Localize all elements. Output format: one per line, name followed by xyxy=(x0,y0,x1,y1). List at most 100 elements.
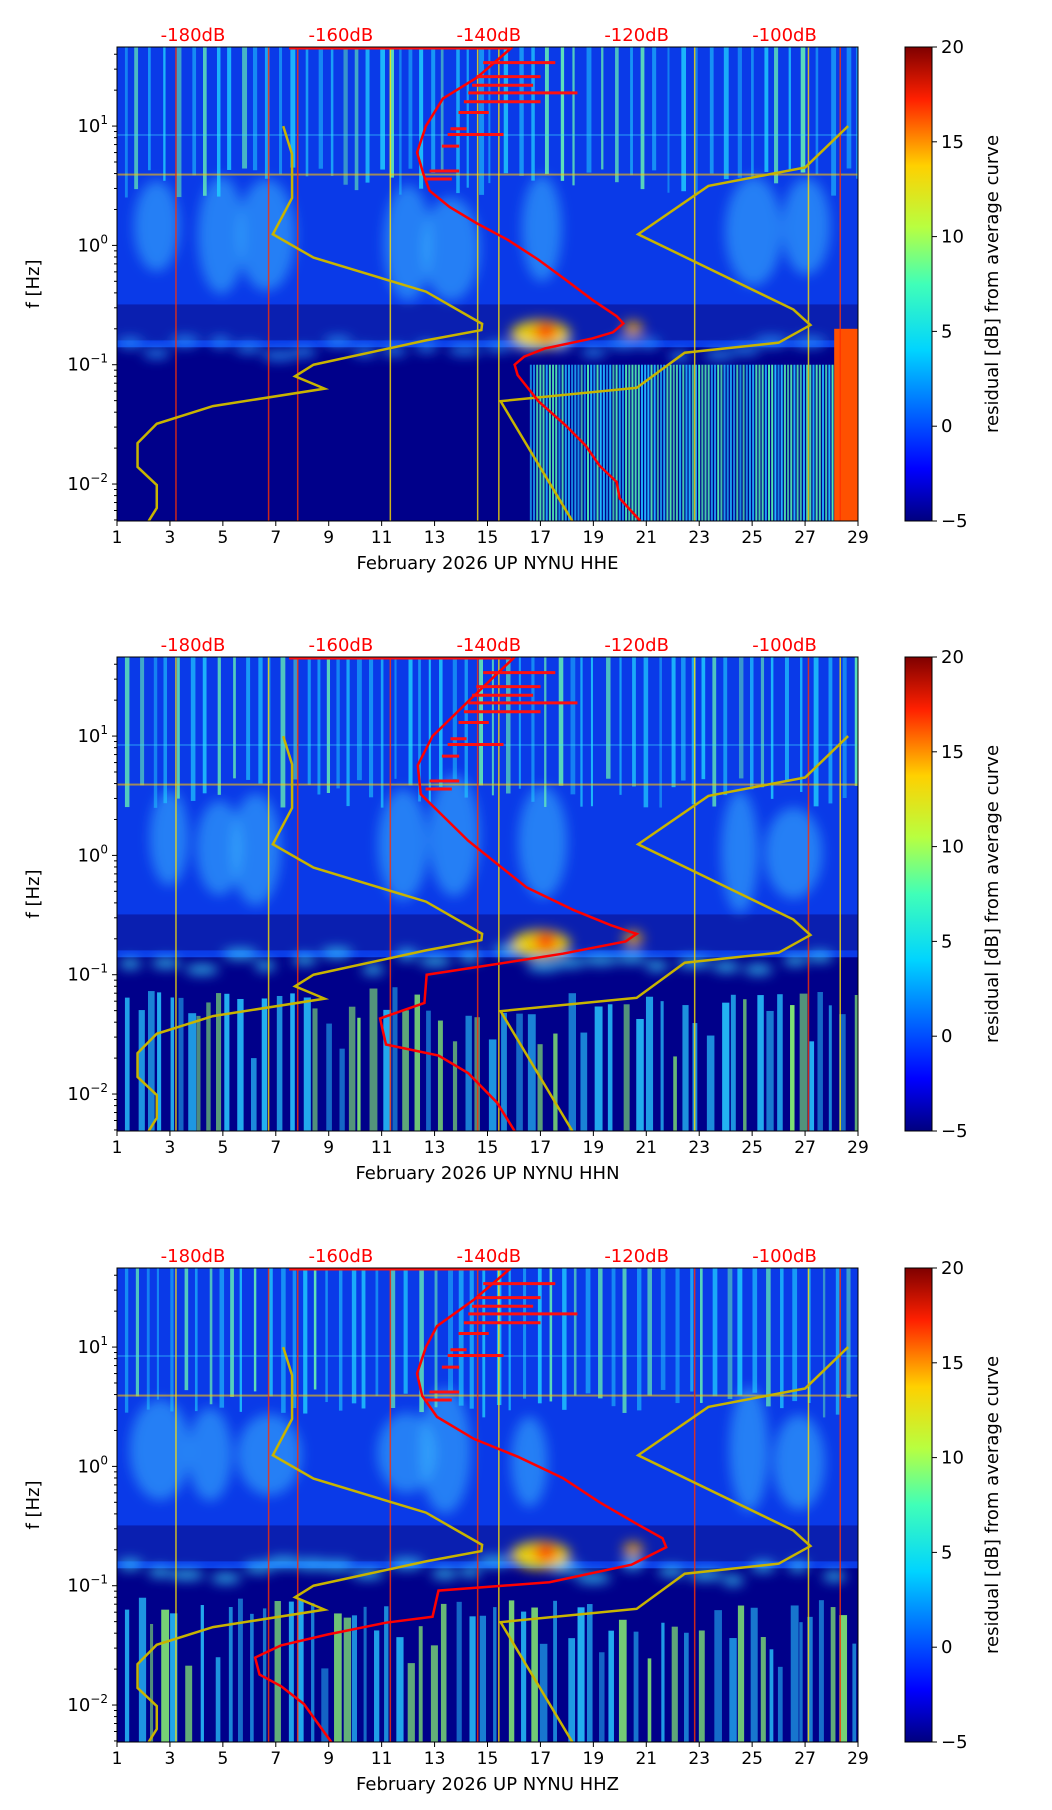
colorbar-tick-label: 20 xyxy=(941,1258,964,1279)
y-tick-label: 101 xyxy=(77,1334,108,1358)
db-axis-label: -140dB xyxy=(456,25,521,46)
db-axis-label: -180dB xyxy=(161,635,226,656)
x-tick-label: 21 xyxy=(635,1138,657,1158)
colorbar-tick-label: 5 xyxy=(941,931,952,952)
x-tick-label: 17 xyxy=(530,1749,552,1769)
x-axis-label: February 2026 UP NYNU HHN xyxy=(355,1163,619,1184)
y-tick-label: 10−2 xyxy=(67,1692,108,1716)
x-tick-label: 9 xyxy=(323,1749,334,1769)
colorbar-gradient xyxy=(904,1267,933,1743)
x-tick-label: 5 xyxy=(217,528,228,548)
x-tick-label: 19 xyxy=(583,1749,605,1769)
x-tick-label: 29 xyxy=(847,1138,869,1158)
psd-curve xyxy=(378,657,640,1131)
db-axis-label: -180dB xyxy=(161,1246,226,1267)
x-tick-label: 25 xyxy=(741,1749,763,1769)
x-tick-label: 7 xyxy=(270,1749,281,1769)
y-axis-label: f [Hz] xyxy=(23,259,44,308)
x-tick-label: 23 xyxy=(688,1138,710,1158)
colorbar-tick-label: 15 xyxy=(941,742,964,763)
psd-curve xyxy=(415,47,642,521)
x-axis-label: February 2026 UP NYNU HHZ xyxy=(356,1774,619,1795)
x-tick-label: 3 xyxy=(165,1749,176,1769)
colorbar-tick-label: −5 xyxy=(941,1732,968,1753)
db-axis-label: -160dB xyxy=(309,635,374,656)
noise-model-high-line xyxy=(498,125,849,521)
db-axis-label: -120dB xyxy=(604,1246,669,1267)
psd-spikes xyxy=(289,47,578,181)
x-tick-label: 3 xyxy=(165,1138,176,1158)
x-tick-label: 3 xyxy=(165,528,176,548)
colorbar: 20 15 10 5 0 −5 residual [dB] from average cur… xyxy=(904,1258,1003,1753)
x-tick-label: 29 xyxy=(847,528,869,548)
db-axis-label: -160dB xyxy=(309,1246,374,1267)
colorbar-tick-label: 20 xyxy=(941,37,964,58)
y-tick-label: 10−2 xyxy=(67,471,108,495)
x-tick-label: 13 xyxy=(424,1749,446,1769)
db-axis-label: -160dB xyxy=(309,25,374,46)
x-tick-label: 19 xyxy=(583,528,605,548)
x-tick-label: 5 xyxy=(217,1138,228,1158)
db-axis-label: -100dB xyxy=(752,635,817,656)
x-tick-label: 15 xyxy=(477,1749,499,1769)
spectrogram-image xyxy=(117,657,858,1131)
colorbar-gradient xyxy=(904,656,933,1132)
x-tick-label: 11 xyxy=(371,1749,393,1769)
x-tick-label: 29 xyxy=(847,1749,869,1769)
db-axis-label: -140dB xyxy=(456,635,521,656)
y-tick-label: 10−1 xyxy=(67,1573,108,1597)
y-tick-label: 101 xyxy=(77,113,108,137)
noise-model-high-line xyxy=(498,1346,849,1742)
db-axis-label: -180dB xyxy=(161,25,226,46)
y-tick-label: 10−2 xyxy=(67,1081,108,1105)
x-tick-label: 7 xyxy=(270,1138,281,1158)
spectrogram-image xyxy=(117,1268,858,1742)
db-axis-label: -120dB xyxy=(604,25,669,46)
db-axis-label: -120dB xyxy=(604,635,669,656)
x-tick-label: 15 xyxy=(477,528,499,548)
db-axis-label: -140dB xyxy=(456,1246,521,1267)
x-tick-label: 7 xyxy=(270,528,281,548)
y-tick-label: 101 xyxy=(77,723,108,747)
x-axis-label: February 2026 UP NYNU HHE xyxy=(356,553,618,574)
colorbar-tick-label: 15 xyxy=(941,1353,964,1374)
x-tick-label: 27 xyxy=(794,1749,816,1769)
colorbar-tick-label: 10 xyxy=(941,1448,964,1469)
x-tick-label: 15 xyxy=(477,1138,499,1158)
db-axis-label: -100dB xyxy=(752,25,817,46)
db-axis-label: -100dB xyxy=(752,1246,817,1267)
x-tick-label: 11 xyxy=(371,1138,393,1158)
noise-model-low-line xyxy=(136,735,484,1131)
x-tick-label: 1 xyxy=(112,1138,123,1158)
x-tick-label: 13 xyxy=(424,528,446,548)
y-tick-label: 100 xyxy=(77,232,108,256)
x-tick-label: 21 xyxy=(635,528,657,548)
y-axis-label: f [Hz] xyxy=(23,869,44,918)
x-tick-label: 9 xyxy=(323,528,334,548)
colorbar-tick-label: 20 xyxy=(941,647,964,668)
x-tick-label: 9 xyxy=(323,1138,334,1158)
psd-curve xyxy=(253,1268,668,1742)
x-tick-label: 1 xyxy=(112,528,123,548)
x-tick-label: 19 xyxy=(583,1138,605,1158)
colorbar-tick-label: −5 xyxy=(941,1121,968,1142)
x-tick-label: 25 xyxy=(741,528,763,548)
x-tick-label: 17 xyxy=(530,1138,552,1158)
noise-model-low-line xyxy=(136,1346,484,1742)
noise-model-low-line xyxy=(136,125,484,521)
colorbar-tick-label: 5 xyxy=(941,1542,952,1563)
colorbar-tick-label: 0 xyxy=(941,1637,952,1658)
psd-spikes xyxy=(289,657,578,791)
colorbar: 20 15 10 5 0 −5 residual [dB] from average cur… xyxy=(904,647,1003,1142)
x-tick-label: 5 xyxy=(217,1749,228,1769)
x-tick-label: 27 xyxy=(794,528,816,548)
colorbar-label: residual [dB] from average curve xyxy=(982,135,1003,433)
y-tick-label: 10−1 xyxy=(67,352,108,376)
x-tick-label: 23 xyxy=(688,528,710,548)
y-tick-label: 10−1 xyxy=(67,962,108,986)
colorbar-tick-label: 0 xyxy=(941,416,952,437)
colorbar-tick-label: −5 xyxy=(941,511,968,532)
